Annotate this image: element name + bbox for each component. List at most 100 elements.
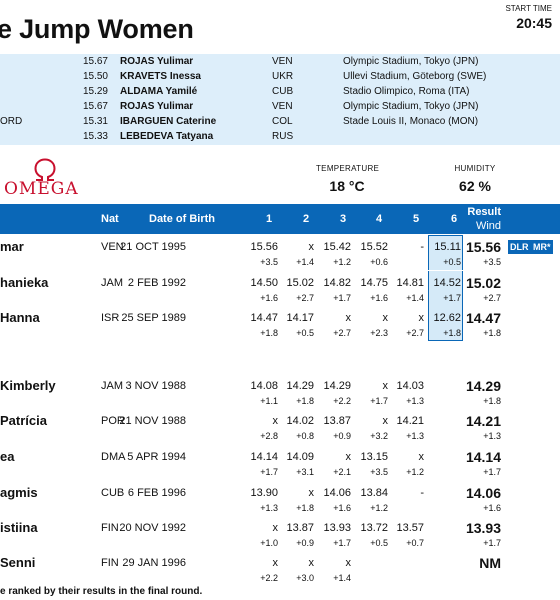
attempt-2-mark: x (308, 487, 315, 499)
athlete-nat: JAM (101, 277, 123, 289)
attempt-5-wind: +1.3 (406, 396, 424, 406)
attempt-3-mark: 14.82 (323, 277, 351, 289)
athlete-name: Senni (0, 555, 36, 570)
humidity-block: HUMIDITY 62 % (446, 164, 504, 194)
attempt-3-mark: 13.87 (323, 415, 351, 427)
record-nat: VEN (272, 101, 293, 112)
table-row: ea DMA 5 APR 1994 14.14 +1.7 14.09 +3.1 x +2.1 13… (0, 445, 560, 480)
result-mark: 14.47 (465, 310, 501, 326)
result-mark: 15.02 (465, 275, 501, 291)
record-mark: 15.29 (82, 86, 108, 97)
attempt-4-wind: +1.7 (370, 396, 388, 406)
record-badge: DLR (508, 240, 531, 254)
attempt-1-mark: x (272, 522, 279, 534)
attempt-4-wind: +1.2 (370, 503, 388, 513)
record-row: 15.67 ROJAS Yulimar VEN Olympic Stadium, To… (0, 56, 560, 70)
attempt-5-mark: 14.81 (396, 277, 424, 289)
attempt-5-mark: - (420, 487, 424, 499)
attempt-4-wind: +3.2 (370, 431, 388, 441)
result-wind: +1.7 (483, 538, 501, 548)
attempt-5-mark: - (420, 241, 424, 253)
athlete-dob: 21 NOV 1988 (119, 415, 186, 427)
attempt-5-wind: +1.2 (406, 467, 424, 477)
attempt-2-mark: 14.02 (286, 415, 314, 427)
header-attempt-1: 1 (266, 213, 273, 225)
attempt-1-wind: +1.0 (260, 538, 278, 548)
attempt-1-wind: +2.8 (260, 431, 278, 441)
attempt-3-mark: x (345, 451, 352, 463)
table-row: Senni FIN 29 JAN 1996 x +2.2 x +3.0 x +1.4 NM (0, 551, 560, 586)
attempt-3-wind: +2.2 (333, 396, 351, 406)
attempt-4-wind: +0.5 (370, 538, 388, 548)
results-table-header: Nat Date of Birth 1 2 3 4 5 6 Result Win… (0, 204, 560, 234)
record-athlete: ALDAMA Yamilé (120, 86, 198, 97)
attempt-6-mark: 12.62 (433, 312, 461, 324)
athlete-dob: 3 NOV 1988 (125, 380, 186, 392)
athlete-nat: FIN (101, 522, 119, 534)
attempt-1-mark: 13.90 (250, 487, 278, 499)
athlete-nat: FIN (101, 557, 119, 569)
result-wind: +1.3 (483, 431, 501, 441)
attempt-1-wind: +1.3 (260, 503, 278, 513)
attempt-2-mark: 13.87 (286, 522, 314, 534)
table-row: hanieka JAM 2 FEB 1992 14.50 +1.6 15.02 +2.7 14… (0, 271, 560, 306)
record-nat: CUB (272, 86, 294, 97)
record-row: 15.67 ROJAS Yulimar VEN Olympic Stadium, To… (0, 101, 560, 115)
athlete-dob: 20 NOV 1992 (119, 522, 186, 534)
attempt-4-mark: 13.72 (360, 522, 388, 534)
attempt-2-wind: +3.0 (296, 573, 314, 583)
record-mark: 15.31 (82, 116, 108, 127)
record-venue: Stade Louis II, Monaco (MON) (343, 116, 479, 127)
attempt-6-highlight (428, 271, 463, 306)
attempt-5-mark: x (418, 312, 425, 324)
attempt-4-mark: 15.52 (360, 241, 388, 253)
attempt-5-mark: 14.03 (396, 380, 424, 392)
result-wind: +1.8 (483, 328, 501, 338)
attempt-5-wind: +0.7 (406, 538, 424, 548)
attempt-5-mark: 14.21 (396, 415, 424, 427)
athlete-name: Kimberly (0, 378, 56, 393)
athlete-nat: JAM (101, 380, 123, 392)
start-time-value: 20:45 (516, 15, 552, 31)
attempt-4-mark: 13.84 (360, 487, 388, 499)
athlete-name: mar (0, 239, 24, 254)
record-row: ORD 15.31 IBARGUEN Caterine COL Stade Louis … (0, 116, 560, 130)
record-row: 15.33 LEBEDEVA Tatyana RUS (0, 131, 560, 145)
header-attempt-3: 3 (340, 213, 347, 225)
attempt-6-highlight (428, 306, 463, 341)
attempt-4-mark: x (382, 415, 389, 427)
result-wind: +1.6 (483, 503, 501, 513)
attempt-3-wind: +2.7 (333, 328, 351, 338)
attempt-3-mark: 14.29 (323, 380, 351, 392)
athlete-nat: ISR (101, 312, 120, 324)
attempt-5-wind: +1.3 (406, 431, 424, 441)
start-time-label: START TIME (505, 4, 552, 13)
athlete-dob: 5 APR 1994 (127, 451, 186, 463)
table-row: mar VEN 21 OCT 1995 15.56 +3.5 x +1.4 15.42 +1.2… (0, 235, 560, 270)
record-venue: Ullevi Stadium, Göteborg (SWE) (343, 71, 487, 82)
record-athlete: ROJAS Yulimar (120, 56, 194, 67)
attempt-2-mark: 14.29 (286, 380, 314, 392)
athlete-name: Patrícia (0, 413, 47, 428)
header-dob: Date of Birth (149, 213, 215, 225)
table-row: Kimberly JAM 3 NOV 1988 14.08 +1.1 14.29 +1.8 1… (0, 374, 560, 409)
attempt-3-mark: x (345, 312, 352, 324)
attempt-2-wind: +0.9 (296, 538, 314, 548)
record-mark: 15.67 (82, 101, 108, 112)
attempt-1-wind: +1.8 (260, 328, 278, 338)
record-nat: COL (272, 116, 293, 127)
attempt-1-mark: x (272, 557, 279, 569)
header-nat: Nat (101, 213, 119, 225)
attempt-1-mark: x (272, 415, 279, 427)
attempt-1-mark: 14.14 (250, 451, 278, 463)
attempt-4-wind: +1.6 (370, 293, 388, 303)
record-venue: Olympic Stadium, Tokyo (JPN) (343, 101, 479, 112)
header-attempt-5: 5 (413, 213, 420, 225)
header-attempt-4: 4 (376, 213, 383, 225)
attempt-1-wind: +1.1 (260, 396, 278, 406)
result-wind: +3.5 (483, 257, 501, 267)
record-athlete: ROJAS Yulimar (120, 101, 194, 112)
attempt-3-mark: 14.06 (323, 487, 351, 499)
record-venue: Stadio Olimpico, Roma (ITA) (343, 86, 470, 97)
record-athlete: KRAVETS Inessa (120, 71, 201, 82)
